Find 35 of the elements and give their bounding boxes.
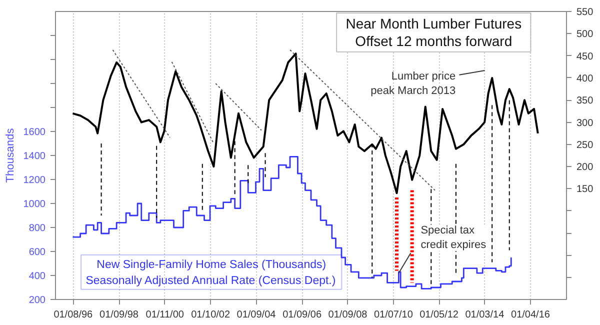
x-tick-label: 01/09/08	[328, 310, 368, 320]
y-tick-label: 1600	[23, 127, 46, 138]
y-tick-label: 600	[28, 247, 46, 258]
y-tick-label: 1400	[23, 151, 46, 162]
x-tick-label: 01/03/14	[465, 310, 505, 320]
y2-tick-label: 150	[576, 184, 594, 196]
y2-tick-label: 400	[576, 73, 594, 84]
x-tick-label: 01/09/98	[100, 310, 139, 320]
x-tick-label: 01/11/00	[146, 310, 184, 320]
y2-tick-label: 250	[576, 140, 594, 151]
y2-tick-label: 350	[576, 96, 594, 107]
x-tick-label: 01/04/16	[511, 310, 550, 320]
y-axis-title: Thousands	[4, 128, 16, 183]
y-tick-label: 800	[28, 223, 46, 234]
x-tick-label: 01/05/12	[420, 310, 459, 320]
y-tick-label: 1200	[23, 175, 46, 186]
series-label: New Single-Family Home Sales (Thousands)	[96, 259, 326, 272]
x-tick-label: 01/08/96	[54, 310, 94, 320]
y2-tick-label: 550	[576, 7, 594, 18]
y2-tick-label: 450	[576, 51, 594, 62]
y-tick-label: 200	[28, 295, 46, 306]
x-tick-label: 01/10/02	[191, 310, 230, 320]
y2-tick-label: 300	[576, 118, 594, 129]
y-tick-label: 400	[28, 271, 46, 282]
text: Offset 12 months forward	[355, 33, 512, 50]
x-tick-label: 01/09/06	[282, 310, 322, 320]
annotation: Seasonally Adjusted Annual Rate (Census Dept.)	[86, 275, 336, 288]
x-tick-label: 01/07/10	[374, 310, 414, 320]
y-tick-label: 1000	[23, 199, 46, 210]
y2-tick-label: 200	[576, 162, 594, 174]
x-tick-label: 01/09/04	[236, 310, 276, 320]
annotation: Lumber price peak March 2013	[370, 70, 456, 97]
annotation: Special tax credit expires	[420, 224, 487, 252]
y2-tick-label: 500	[576, 29, 594, 40]
chart-title: Near Month Lumber Futures	[346, 16, 522, 32]
